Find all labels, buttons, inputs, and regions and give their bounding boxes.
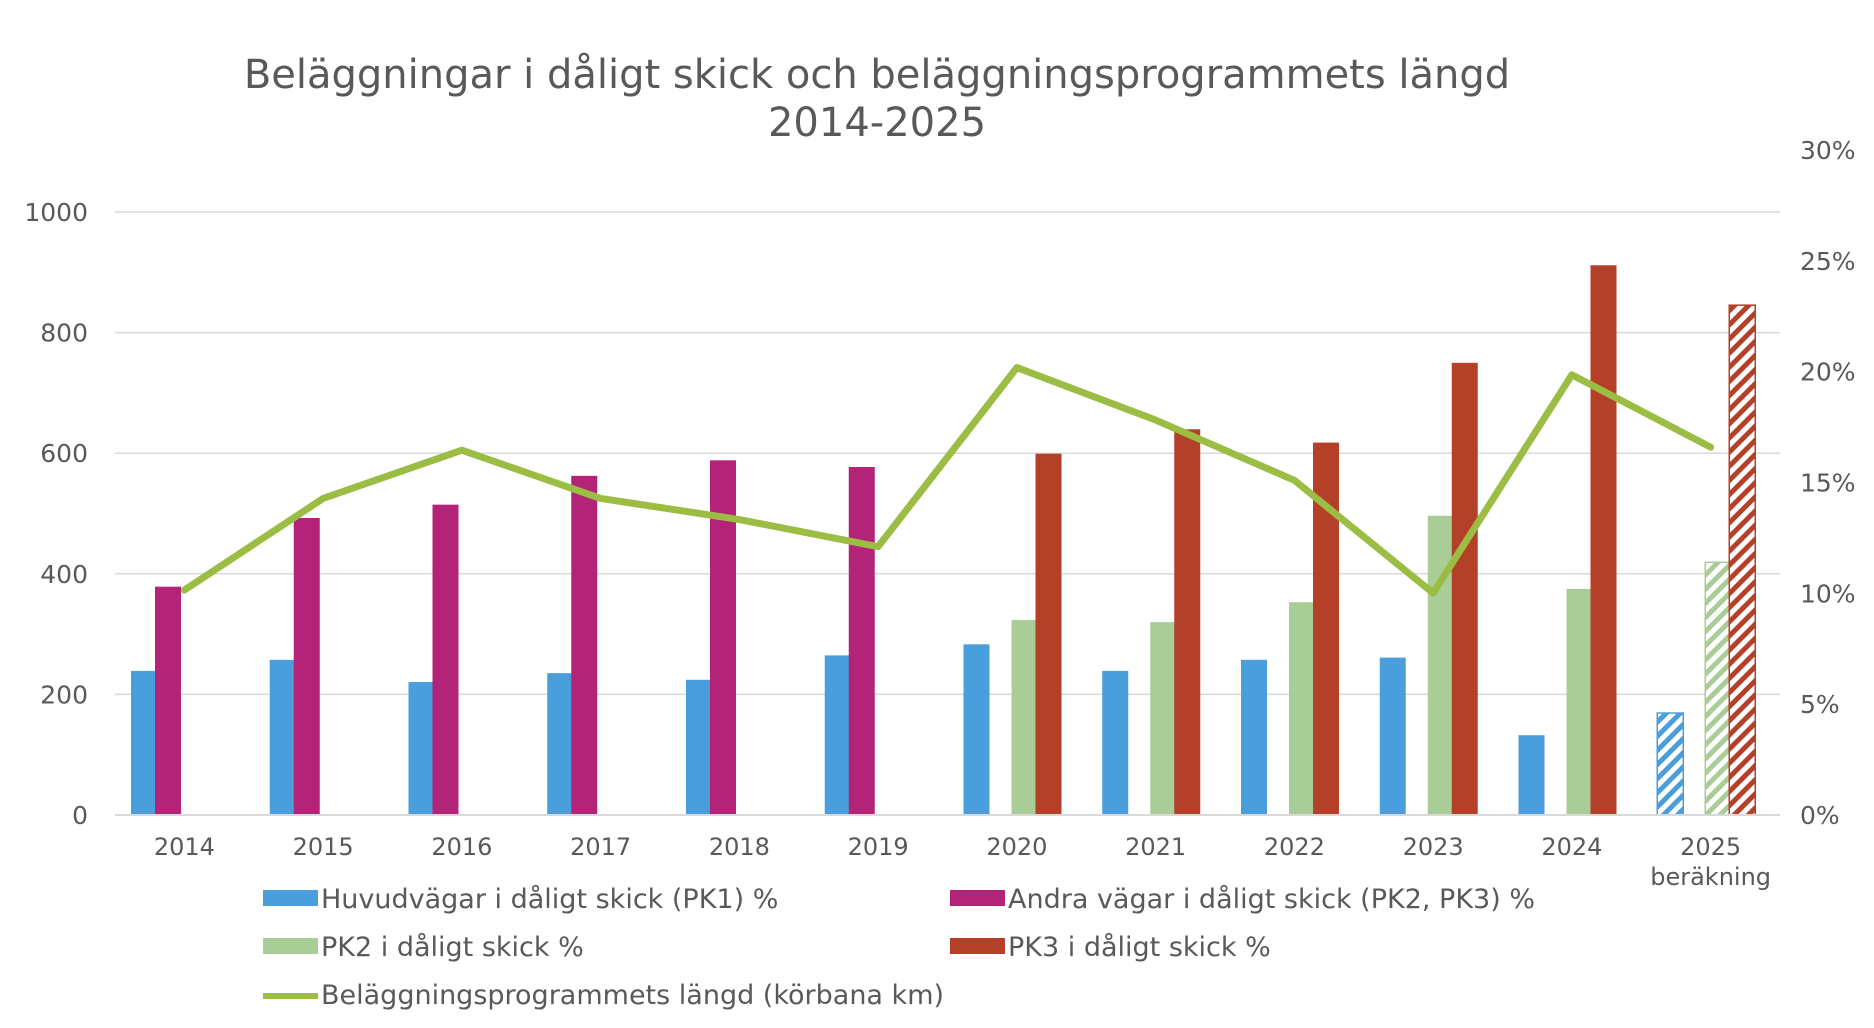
category-label: 2025 [1680, 833, 1741, 861]
bar-pk1-2022 [1241, 659, 1267, 815]
bar-pk3-2021 [1174, 429, 1201, 815]
bar-pk23-2016 [432, 504, 459, 815]
bar-pk1-2024 [1518, 735, 1545, 815]
left-tick-label: 1000 [24, 198, 88, 227]
left-tick-label: 600 [40, 439, 88, 468]
bar-pk23-2014 [155, 586, 181, 815]
bar-pk1-2017 [547, 673, 574, 815]
right-tick-label: 10% [1800, 579, 1856, 608]
bar-pk1-2020 [963, 644, 990, 815]
bar-pk1-2018 [686, 679, 712, 815]
legend-swatch-pk3 [950, 938, 1005, 954]
bar-pk1-2014 [131, 670, 157, 815]
legend-label-pk23: Andra vägar i dåligt skick (PK2, PK3) % [1008, 884, 1535, 915]
bar-pk1-2025 [1656, 712, 1684, 816]
category-label: 2024 [1541, 833, 1602, 861]
category-label: 2017 [570, 833, 631, 861]
right-tick-label: 25% [1800, 247, 1856, 276]
line-series [180, 364, 1715, 597]
category-label: 2018 [709, 833, 770, 861]
category-label: 2023 [1403, 833, 1464, 861]
bar-pk3-2023 [1451, 362, 1478, 815]
line-program [180, 364, 1715, 597]
left-tick-label: 400 [40, 560, 88, 589]
left-tick-label: 0 [72, 801, 88, 830]
legend-swatch-pk23 [950, 890, 1005, 906]
category-label: 2021 [1125, 833, 1186, 861]
legend-swatch-pk2 [263, 938, 318, 954]
legend-label-pk3: PK3 i dåligt skick % [1008, 932, 1271, 963]
axes: 0 200 400 600 800 1000 0% 5% 10% 15% 20% 25% 30% 2014… [24, 136, 1855, 891]
bar-pk2-2024 [1566, 588, 1593, 815]
left-tick-label: 200 [40, 680, 88, 709]
bar-pk23-2017 [571, 475, 598, 815]
category-sublabel: beräkning [1650, 863, 1771, 891]
category-label: 2016 [431, 833, 492, 861]
right-tick-label: 20% [1800, 358, 1856, 387]
right-tick-label: 15% [1800, 469, 1856, 498]
left-tick-label: 800 [40, 319, 88, 348]
right-tick-label: 0% [1800, 801, 1840, 830]
category-label: 2019 [848, 833, 909, 861]
legend-label-pk2: PK2 i dåligt skick % [321, 932, 584, 963]
category-label: 2014 [154, 833, 215, 861]
legend: Huvudvägar i dåligt skick (PK1) % Andra v… [263, 884, 1535, 1011]
bar-pk1-2023 [1379, 657, 1406, 815]
bars [131, 265, 1756, 816]
bar-pk2-2020 [1011, 619, 1038, 815]
chart-title: Beläggningar i dåligt skick och beläggni… [244, 52, 1510, 98]
bar-pk3-2020 [1035, 453, 1062, 815]
legend-label-pk1: Huvudvägar i dåligt skick (PK1) % [321, 884, 778, 915]
bar-pk2-2025 [1704, 561, 1732, 816]
legend-label-program: Beläggningsprogrammets längd (körbana km… [321, 980, 944, 1011]
category-label: 2022 [1264, 833, 1325, 861]
right-tick-label: 5% [1800, 690, 1840, 719]
bar-pk3-2025 [1728, 304, 1756, 816]
bar-pk23-2019 [848, 466, 875, 815]
chart-subtitle: 2014-2025 [768, 100, 986, 146]
bar-pk3-2024 [1590, 265, 1617, 815]
bar-pk1-2016 [408, 682, 435, 815]
bar-pk1-2021 [1102, 670, 1129, 815]
right-tick-label: 30% [1800, 136, 1856, 165]
bar-pk2-2022 [1289, 602, 1315, 815]
bar-pk23-2015 [293, 517, 320, 815]
bar-pk2-2021 [1150, 622, 1177, 815]
bar-pk1-2019 [824, 655, 851, 815]
category-label: 2020 [986, 833, 1047, 861]
bar-pk1-2015 [269, 659, 296, 815]
category-label: 2015 [293, 833, 354, 861]
legend-swatch-pk1 [263, 890, 318, 906]
